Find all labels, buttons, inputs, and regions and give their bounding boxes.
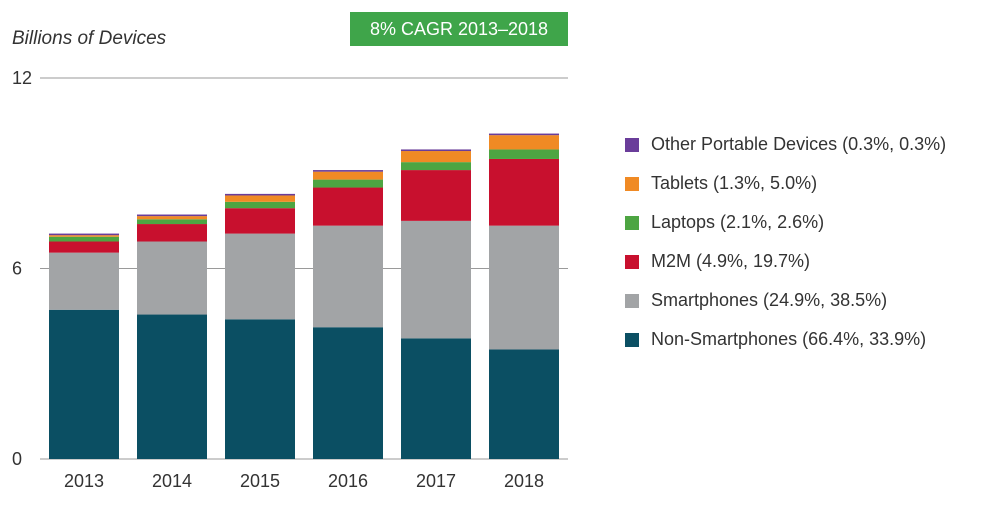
bar-segment [489,149,559,159]
bar-segment [313,187,383,226]
bar-segment [137,214,207,217]
bar-segment [313,179,383,188]
bar-segment [225,319,295,459]
bar-segment [49,236,119,242]
legend-item: Other Portable Devices (0.3%, 0.3%) [625,125,946,164]
bar-segment [401,220,471,339]
bar-segment [489,135,559,150]
legend-label: Smartphones (24.9%, 38.5%) [651,290,888,310]
y-tick-label: 12 [12,68,32,88]
bar-segment [137,314,207,459]
bar-segment [313,171,383,180]
x-tick-label: 2017 [416,471,456,491]
x-tick-label: 2013 [64,471,104,491]
bar-segment [313,225,383,328]
bar-segment [401,170,471,221]
legend-item: Non-Smartphones (66.4%, 33.9%) [625,320,946,359]
legend-swatch [625,332,639,347]
bar-segment [489,133,559,136]
bar-segment [137,241,207,315]
bar-segment [225,233,295,320]
bar-segment [49,252,119,310]
bar-segment [137,219,207,225]
y-tick-label: 6 [12,259,22,279]
legend-item: Laptops (2.1%, 2.6%) [625,203,946,242]
bar-segment [49,233,119,236]
legend-item: Tablets (1.3%, 5.0%) [625,164,946,203]
legend-label: Laptops (2.1%, 2.6%) [651,212,825,232]
bar-segment [313,170,383,172]
x-tick-label: 2014 [152,471,192,491]
x-tick-label: 2015 [240,471,280,491]
x-tick-label: 2018 [504,471,544,491]
legend-swatch [625,137,639,152]
legend-label: Other Portable Devices (0.3%, 0.3%) [651,134,947,154]
legend-label: Non-Smartphones (66.4%, 33.9%) [651,329,927,349]
legend-swatch [625,293,639,308]
legend-swatch [625,215,639,230]
bar-segment [401,151,471,163]
bar-segment [137,224,207,242]
bar-segment [49,241,119,253]
bar-segment [401,338,471,459]
y-tick-label: 0 [12,449,22,469]
x-tick-label: 2016 [328,471,368,491]
bar-segment [401,162,471,171]
cagr-annotation-badge: 8% CAGR 2013–2018 [350,12,568,46]
bar-segment [489,349,559,459]
legend-label: M2M (4.9%, 19.7%) [651,251,811,271]
bar-segment [401,149,471,152]
chart-legend: Other Portable Devices (0.3%, 0.3%) Table… [625,125,946,359]
bar-segment [225,201,295,209]
bar-segment [49,235,119,237]
legend-swatch [625,254,639,269]
legend-item: M2M (4.9%, 19.7%) [625,242,946,281]
bar-segment [489,158,559,226]
bar-segment [489,225,559,350]
bar-segment [225,195,295,202]
legend-swatch [625,176,639,191]
bar-segment [225,208,295,234]
legend-label: Tablets (1.3%, 5.0%) [651,173,818,193]
legend-item: Smartphones (24.9%, 38.5%) [625,281,946,320]
y-axis-label: Billions of Devices [12,28,167,49]
bar-segment [313,327,383,459]
bar-segment [137,216,207,220]
bar-segment [225,193,295,196]
bar-segment [49,309,119,459]
